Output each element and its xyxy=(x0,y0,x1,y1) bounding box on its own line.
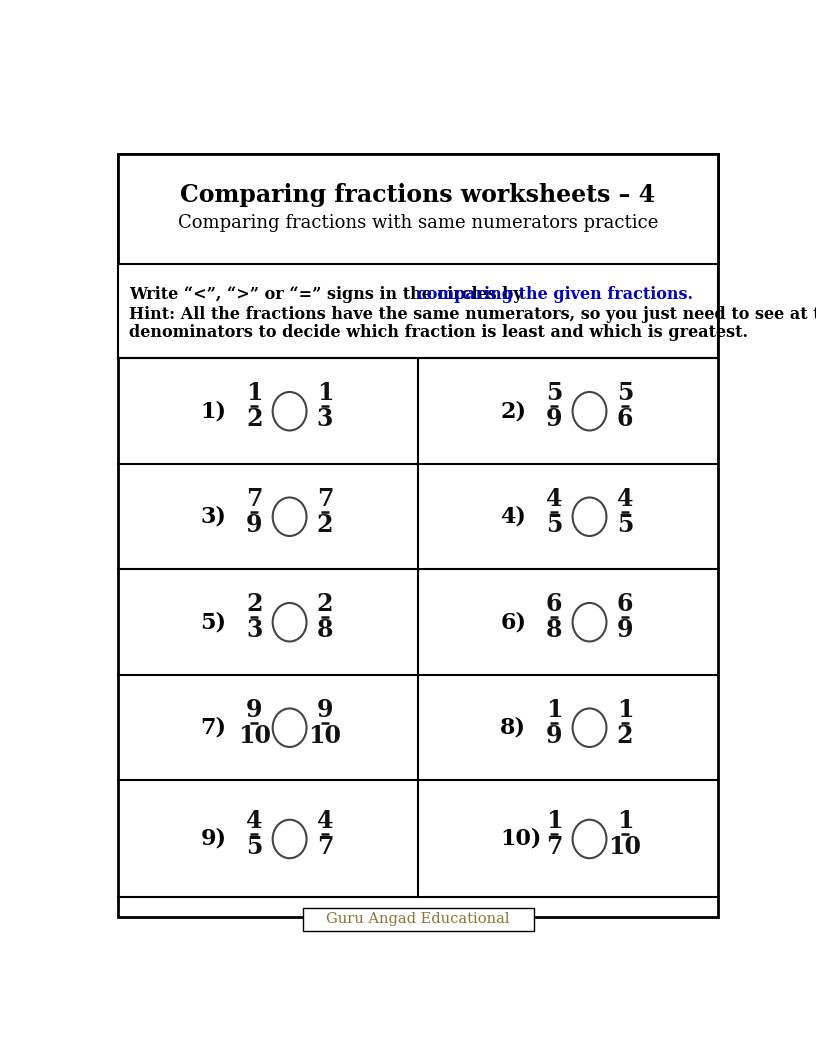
Text: 2: 2 xyxy=(317,513,333,536)
Text: 5: 5 xyxy=(246,835,263,860)
Text: 2: 2 xyxy=(246,592,263,616)
Text: 6): 6) xyxy=(500,611,526,634)
Text: 4: 4 xyxy=(317,809,333,833)
Text: 5: 5 xyxy=(617,513,633,536)
Text: 3: 3 xyxy=(317,408,333,431)
Text: 4: 4 xyxy=(617,487,633,511)
Bar xyxy=(118,154,718,264)
Text: 9): 9) xyxy=(200,828,226,850)
Text: 9: 9 xyxy=(246,513,263,536)
Text: 6: 6 xyxy=(546,592,562,616)
Text: Hint: All the fractions have the same numerators, so you just need to see at the: Hint: All the fractions have the same nu… xyxy=(129,306,816,323)
Text: Comparing fractions with same numerators practice: Comparing fractions with same numerators… xyxy=(178,214,658,232)
Text: 1: 1 xyxy=(617,809,633,833)
Text: denominators to decide which fraction is least and which is greatest.: denominators to decide which fraction is… xyxy=(129,324,747,341)
Text: 4: 4 xyxy=(546,487,562,511)
Text: 2: 2 xyxy=(617,723,633,748)
Text: 7: 7 xyxy=(317,835,333,860)
Text: comparing the given fractions.: comparing the given fractions. xyxy=(417,286,693,303)
Text: 9: 9 xyxy=(546,408,562,431)
Text: 10): 10) xyxy=(500,828,542,850)
Text: 3): 3) xyxy=(200,506,226,528)
Ellipse shape xyxy=(573,819,606,859)
Text: 5: 5 xyxy=(546,381,562,406)
Ellipse shape xyxy=(273,709,307,747)
Ellipse shape xyxy=(573,497,606,536)
Text: Write “<”, “>” or “=” signs in the circles by: Write “<”, “>” or “=” signs in the circl… xyxy=(129,286,528,303)
Text: 8: 8 xyxy=(546,619,562,642)
Text: 9: 9 xyxy=(546,723,562,748)
Text: 1: 1 xyxy=(246,381,263,406)
Text: 2): 2) xyxy=(500,400,526,422)
Text: 1: 1 xyxy=(317,381,333,406)
Text: 10: 10 xyxy=(237,723,271,748)
Bar xyxy=(303,907,534,930)
Text: 6: 6 xyxy=(617,592,633,616)
Ellipse shape xyxy=(573,709,606,747)
Text: 7: 7 xyxy=(317,487,333,511)
Ellipse shape xyxy=(573,603,606,641)
Text: 8: 8 xyxy=(317,619,333,642)
Text: 1): 1) xyxy=(200,400,226,422)
Text: 7: 7 xyxy=(546,835,562,860)
Ellipse shape xyxy=(273,497,307,536)
Ellipse shape xyxy=(273,819,307,859)
Text: 9: 9 xyxy=(246,698,263,721)
Text: 1: 1 xyxy=(617,698,633,721)
Text: 8): 8) xyxy=(500,717,526,739)
Text: 7): 7) xyxy=(200,717,226,739)
Text: 9: 9 xyxy=(617,619,633,642)
Text: Comparing fractions worksheets – 4: Comparing fractions worksheets – 4 xyxy=(180,184,655,207)
Text: Guru Angad Educational: Guru Angad Educational xyxy=(326,912,510,926)
Text: 6: 6 xyxy=(617,408,633,431)
Text: 2: 2 xyxy=(246,408,263,431)
Text: 4: 4 xyxy=(246,809,263,833)
Text: 3: 3 xyxy=(246,619,263,642)
Text: 10: 10 xyxy=(609,835,641,860)
Text: 1: 1 xyxy=(546,698,562,721)
Text: 10: 10 xyxy=(308,723,342,748)
Text: 5): 5) xyxy=(200,611,226,634)
Ellipse shape xyxy=(273,603,307,641)
Bar xyxy=(118,264,718,358)
Text: 2: 2 xyxy=(317,592,333,616)
Ellipse shape xyxy=(273,392,307,431)
Ellipse shape xyxy=(573,392,606,431)
Text: 9: 9 xyxy=(317,698,333,721)
Text: 4): 4) xyxy=(500,506,526,528)
Text: 5: 5 xyxy=(617,381,633,406)
Text: 7: 7 xyxy=(246,487,263,511)
Text: 5: 5 xyxy=(546,513,562,536)
Text: 1: 1 xyxy=(546,809,562,833)
